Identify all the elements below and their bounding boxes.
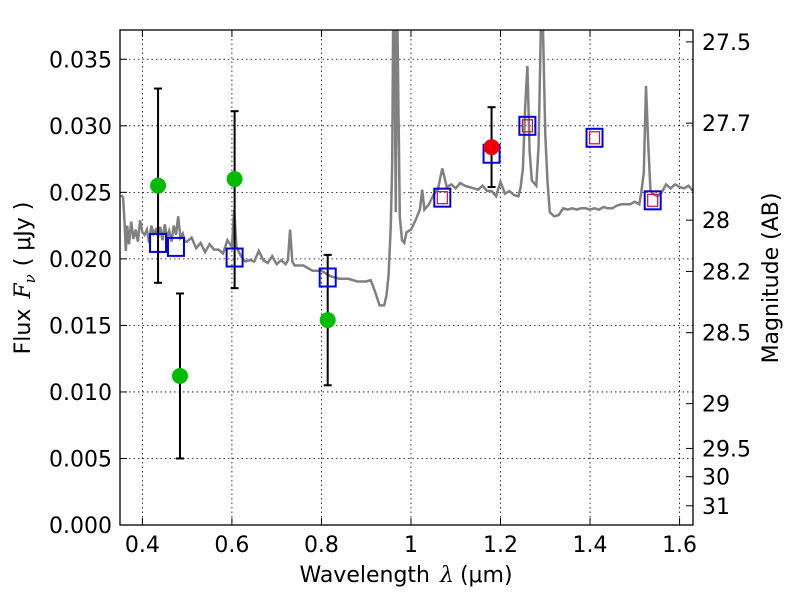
y-tick-label: 0.000 <box>49 514 112 539</box>
y-tick-label: 0.025 <box>49 181 112 206</box>
y2-tick-label: 29.5 <box>702 437 751 462</box>
green-data-point <box>226 171 243 188</box>
y2-tick-label: 31 <box>702 495 730 520</box>
y2-tick-label: 28.2 <box>702 260 751 285</box>
plot-content <box>120 30 693 460</box>
x-axis-title-prefix: Wavelength <box>299 563 430 588</box>
x-axis-title-symbol: λ <box>439 563 454 588</box>
x-tick-label: 1.6 <box>662 533 697 558</box>
y2-axis-ticks: 27.5 27.7 28 28.2 28.5 29 29.5 30 31 <box>686 31 751 520</box>
y2-tick-label: 29 <box>702 393 730 418</box>
y-axis-title-unit: ( μJy ) <box>11 202 36 267</box>
model-squares <box>149 115 662 288</box>
y2-tick-label: 27.5 <box>702 31 751 56</box>
model-square <box>585 127 604 148</box>
photometry-points <box>150 139 500 384</box>
x-tick-label: 1 <box>404 533 418 558</box>
y-tick-label: 0.010 <box>49 381 112 406</box>
y-axis-title: Flux Fν ( μJy ) <box>11 202 39 355</box>
y2-tick-label: 28.5 <box>702 322 751 347</box>
y-axis-title-prefix: Flux <box>11 309 36 355</box>
y-axis-ticks: 0.000 0.005 0.010 0.015 0.020 0.025 0.030 0.035 <box>49 48 127 539</box>
y-axis-title-symbol: F <box>11 283 36 300</box>
y2-tick-label: 30 <box>702 466 730 491</box>
y2-tick-label: 27.7 <box>702 112 751 137</box>
y2-axis-title: Magnitude (AB) <box>759 193 784 364</box>
x-tick-label: 1.4 <box>573 533 608 558</box>
x-tick-label: 0.8 <box>304 533 339 558</box>
model-square-inner <box>521 119 533 133</box>
model-square-inner <box>647 193 659 207</box>
y-tick-label: 0.030 <box>49 115 112 140</box>
grid-lines <box>120 30 693 526</box>
model-square <box>166 236 185 257</box>
y-tick-label: 0.020 <box>49 248 112 273</box>
y-axis-title-subscript: ν <box>21 274 39 283</box>
model-square <box>433 187 452 208</box>
sed-template-line <box>120 30 693 307</box>
model-square <box>149 232 168 253</box>
x-tick-label: 0.4 <box>125 533 160 558</box>
plot-frame <box>119 29 694 526</box>
y-tick-label: 0.015 <box>49 314 112 339</box>
green-data-point <box>171 367 188 384</box>
model-square <box>518 115 537 136</box>
model-square-inner <box>436 191 448 205</box>
model-square-inner <box>588 131 601 145</box>
y2-tick-label: 28 <box>702 209 730 234</box>
x-axis-title-unit: (μm) <box>460 563 513 588</box>
model-square <box>225 247 244 268</box>
green-data-point <box>319 312 336 329</box>
x-tick-label: 0.6 <box>214 533 249 558</box>
x-tick-label: 1.2 <box>483 533 518 558</box>
x-axis-title: Wavelength λ (μm) <box>299 563 512 588</box>
model-square <box>643 190 662 211</box>
red-data-point <box>483 139 500 156</box>
model-square <box>318 267 337 288</box>
y-tick-label: 0.005 <box>49 447 112 472</box>
green-data-point <box>150 177 167 194</box>
y-tick-label: 0.035 <box>49 48 112 73</box>
x-axis-ticks: 0.4 0.6 0.8 1 1.2 1.4 1.6 <box>125 30 697 558</box>
